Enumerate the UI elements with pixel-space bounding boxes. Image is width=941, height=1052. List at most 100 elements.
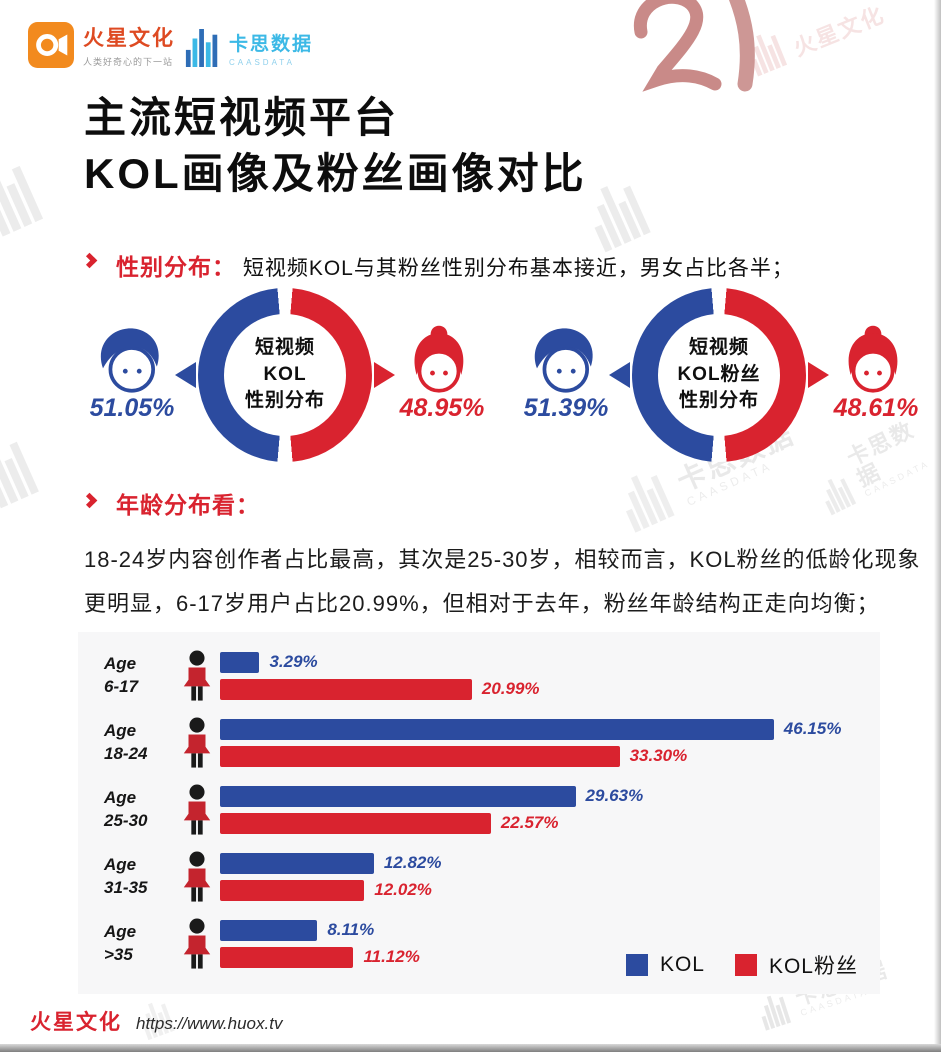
age-row-18-24: Age 18-24 46.15% 33.30% (78, 709, 880, 776)
male-icon (524, 322, 602, 400)
female-percentage: 48.61% (833, 394, 919, 422)
kol-value-label: 3.29% (269, 652, 318, 671)
page-title-line2: KOL画像及粉丝画像对比 (84, 150, 587, 198)
caas-brand-sub: CAASDATA (229, 58, 295, 67)
fans-value-label: 11.12% (363, 947, 420, 966)
legend-fans-label: KOL粉丝 (768, 955, 858, 978)
male-percentage: 51.39% (523, 394, 609, 422)
age-description-line2: 更明显，6-17岁用户占比20.99%，但相对于去年，粉丝年龄结构正走向均衡； (84, 591, 880, 616)
age-bar-chart: Age 6-17 3.29% 20.99% Age 18-24 46.15% 3… (78, 632, 880, 994)
kol-value-label: 8.11% (327, 920, 375, 939)
legend-entry-fans: KOL粉丝 (734, 950, 858, 980)
female-icon (834, 322, 912, 400)
age-description-line1: 18-24岁内容创作者占比最高，其次是25-30岁，相较而言，KOL粉丝的低龄化… (84, 547, 921, 572)
fans-bar (220, 879, 365, 901)
female-percentage: 48.95% (399, 394, 485, 422)
donut-title-line: KOL粉丝 (677, 363, 761, 385)
page-title-line1: 主流短视频平台 (84, 94, 400, 141)
caasdata-bars-icon (625, 474, 675, 533)
age-row-25-30: Age 25-30 29.63% 22.57% (78, 776, 880, 843)
donut-title-line: 性别分布 (244, 390, 325, 412)
donut-chart-kol-gender: 短视频 KOL 性别分布 (198, 288, 372, 462)
age-category-label: Age 18-24 (104, 720, 148, 763)
age-category-label: Age 6-17 (104, 653, 139, 696)
arrow-left-icon (175, 362, 196, 388)
fans-value-label: 22.57% (500, 813, 559, 832)
caasdata-bars-icon (0, 165, 44, 237)
arrow-right-icon (374, 362, 395, 388)
caasdata-logo-icon (185, 29, 218, 67)
age-section-heading: 年龄分布看： (116, 486, 260, 520)
numeral-2-decoration (633, 0, 755, 92)
age-row-6-17: Age 6-17 3.29% 20.99% (78, 642, 880, 709)
caasdata-bars-icon (825, 477, 857, 516)
section-chevron-icon (81, 252, 98, 269)
male-icon (90, 322, 168, 400)
donut-title-line: 短视频 (688, 337, 749, 359)
arrow-right-icon (808, 362, 829, 388)
fans-bar (220, 745, 620, 767)
fans-value-label: 12.02% (374, 880, 432, 899)
female-icon (400, 322, 478, 400)
gender-chart-kol: 51.05% 短视频 KOL 性别分布 48.95% (78, 288, 494, 472)
kol-value-label: 29.63% (585, 786, 644, 805)
kol-bar (220, 718, 774, 740)
male-percentage: 51.05% (89, 394, 175, 422)
caasdata-logo: 卡思数据 CAASDATA (184, 28, 313, 68)
person-icon (174, 848, 220, 906)
age-category-label: Age 31-35 (104, 854, 148, 897)
age-row-over-35: Age >35 8.11% 11.12% (78, 910, 880, 977)
watermark-bars (0, 430, 46, 514)
mars-brand-tagline: 人类好奇心的下一站 (83, 57, 174, 67)
mars-brand-name: 火星文化 (83, 27, 175, 50)
kol-value-label: 46.15% (783, 719, 842, 738)
legend-entry-kol: KOL (625, 953, 705, 977)
kol-bar (220, 651, 260, 673)
fans-value-label: 20.99% (481, 679, 540, 698)
mars-culture-logo-icon (28, 22, 74, 68)
age-description: 18-24岁内容创作者占比最高，其次是25-30岁，相较而言，KOL粉丝的低龄化… (84, 538, 921, 626)
watermark-bars (0, 153, 51, 243)
age-category-label: Age 25-30 (104, 787, 148, 830)
footer-brand: 火星文化 (30, 1011, 122, 1034)
donut-center-label: 短视频 KOL 性别分布 (224, 314, 346, 436)
person-icon (174, 714, 220, 772)
gender-section-label: 性别分布： (116, 254, 236, 280)
gender-section-desc: 短视频KOL与其粉丝性别分布基本接近，男女占比各半； (242, 257, 794, 280)
fans-bar (220, 678, 472, 700)
fans-value-label: 33.30% (629, 746, 688, 765)
section-chevron-icon (81, 492, 98, 509)
donut-title-line: KOL (263, 363, 307, 385)
gender-section-heading: 性别分布： 短视频KOL与其粉丝性别分布基本接近，男女占比各半； (116, 248, 794, 282)
caas-brand-name: 卡思数据 (229, 34, 314, 55)
person-icon (174, 915, 220, 973)
age-row-31-35: Age 31-35 12.82% 12.02% (78, 843, 880, 910)
donut-center-label: 短视频 KOL粉丝 性别分布 (658, 314, 780, 436)
legend-kol-label: KOL (659, 953, 705, 976)
caasdata-bars-icon (761, 995, 791, 1031)
age-category-label: Age >35 (104, 921, 137, 964)
watermark-bars (578, 174, 657, 253)
page-title: 主流短视频平台 KOL画像及粉丝画像对比 (84, 90, 587, 203)
kol-bar (220, 919, 318, 941)
caasdata-bars-icon (594, 185, 651, 253)
gender-chart-fans: 51.39% 短视频 KOL粉丝 性别分布 48.61% (512, 288, 928, 472)
arrow-left-icon (609, 362, 630, 388)
watermark-label: 火星文化 (789, 1, 889, 61)
caasdata-bars-icon (0, 441, 39, 509)
fans-bar (220, 812, 491, 834)
footer-url: https://www.huox.tv (136, 1014, 283, 1033)
person-icon (174, 781, 220, 839)
donut-chart-fans-gender: 短视频 KOL粉丝 性别分布 (632, 288, 806, 462)
footer: 火星文化 https://www.huox.tv (30, 1006, 282, 1036)
chart-legend: KOL KOL粉丝 (625, 950, 858, 980)
legend-kol-swatch (625, 954, 648, 976)
age-section-label: 年龄分布看： (116, 492, 260, 518)
person-icon (174, 647, 220, 705)
donut-title-line: 短视频 (254, 337, 315, 359)
mars-culture-logo: 火星文化 人类好奇心的下一站 (28, 22, 175, 68)
kol-bar (220, 785, 576, 807)
kol-bar (220, 852, 374, 874)
legend-fans-swatch (734, 954, 757, 976)
